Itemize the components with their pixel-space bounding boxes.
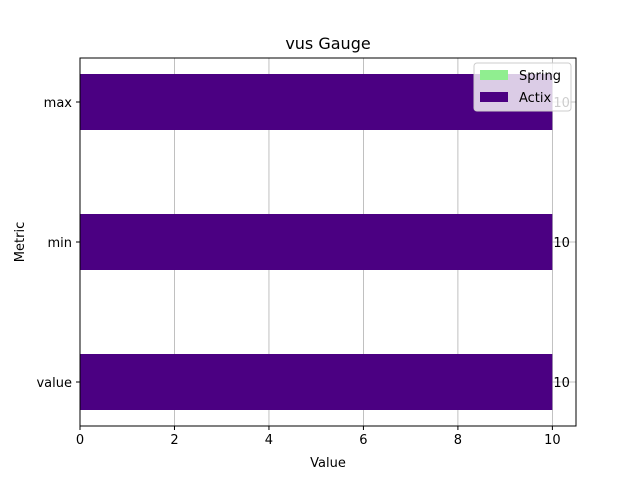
x-tick-label-1: 2 [170,433,178,448]
y-tick-label-max: max [44,96,73,111]
x-ticks: 0 2 4 6 8 10 [76,426,561,448]
legend-swatch-actix [480,92,508,102]
x-tick-label-0: 0 [76,433,84,448]
bar-actix-value [80,354,553,410]
data-label-min: 10 [553,236,570,251]
bars [80,74,553,410]
y-tick-label-value: value [36,376,72,391]
x-tick-label-3: 6 [359,433,367,448]
data-labels: 101010 [553,96,570,391]
x-axis-label: Value [310,456,346,471]
x-tick-label-4: 8 [454,433,462,448]
legend-label-actix: Actix [519,91,552,106]
y-axis-label: Metric [13,222,28,262]
x-tick-label-2: 4 [265,433,273,448]
legend: Spring Actix [473,62,572,112]
bar-actix-min [80,214,553,270]
x-tick-label-5: 10 [544,433,561,448]
y-ticks: value min max [36,96,80,391]
chart-title: vus Gauge [285,34,370,53]
legend-swatch-spring [480,70,508,80]
y-tick-label-min: min [47,236,72,251]
legend-label-spring: Spring [519,69,561,84]
data-label-value: 10 [553,376,570,391]
